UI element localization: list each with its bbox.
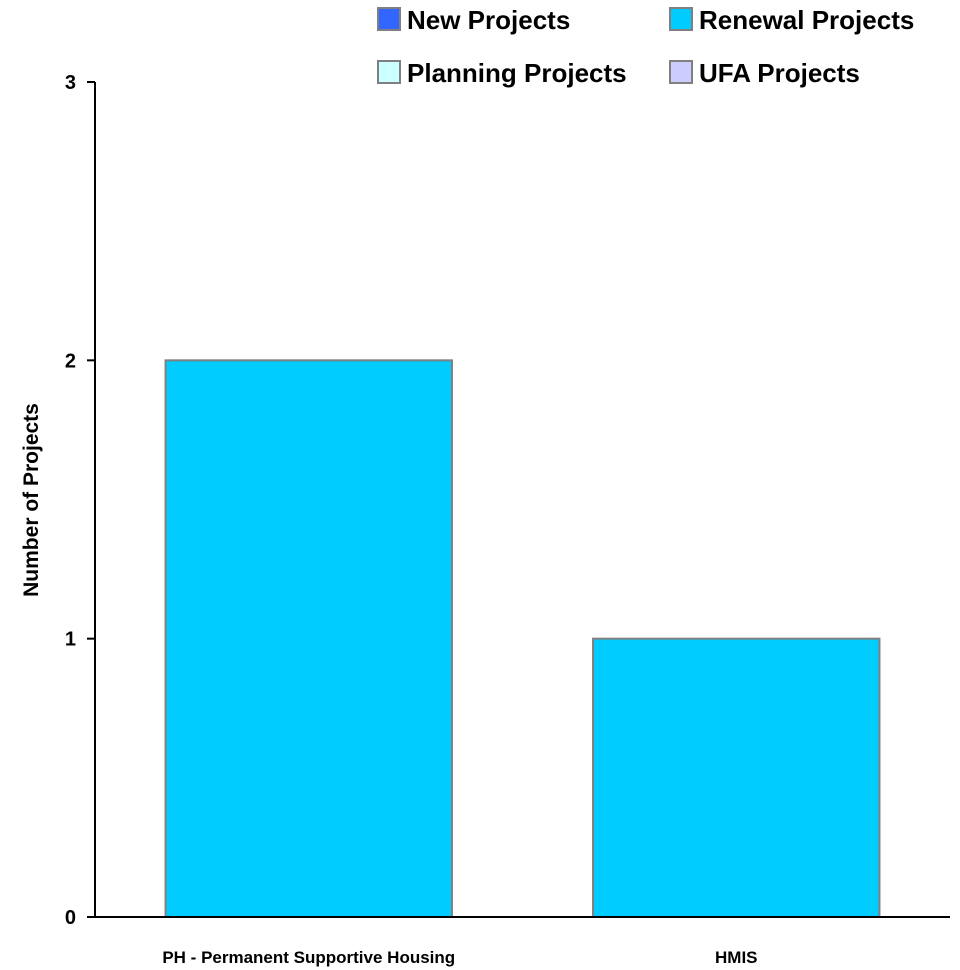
y-tick-label: 2: [65, 350, 76, 372]
chart-bars: [164, 359, 881, 919]
y-tick-label: 1: [65, 629, 76, 651]
legend-label: New Projects: [407, 5, 570, 35]
x-axis-labels: PH - Permanent Supportive Housing HMIS: [162, 948, 757, 967]
x-category-label: PH - Permanent Supportive Housing: [162, 948, 455, 967]
legend-swatch: [669, 7, 693, 31]
y-tick-label: 0: [65, 907, 76, 929]
legend-label: Renewal Projects: [699, 5, 914, 35]
bar-renewal-projects: [164, 359, 453, 919]
y-axis-ticks: 0 1 2 3: [65, 72, 95, 929]
bar-renewal-projects: [592, 637, 881, 919]
legend-label: UFA Projects: [699, 58, 860, 88]
chart-axes: [94, 82, 950, 918]
x-category-label: HMIS: [715, 948, 758, 967]
legend-swatch: [377, 60, 401, 84]
legend-swatch: [669, 60, 693, 84]
legend-label: Planning Projects: [407, 58, 627, 88]
chart-legend: New Projects Renewal Projects Planning Pro…: [377, 5, 914, 88]
legend-swatch: [377, 7, 401, 31]
y-axis-title: Number of Projects: [20, 403, 43, 597]
y-tick-label: 3: [65, 72, 76, 94]
